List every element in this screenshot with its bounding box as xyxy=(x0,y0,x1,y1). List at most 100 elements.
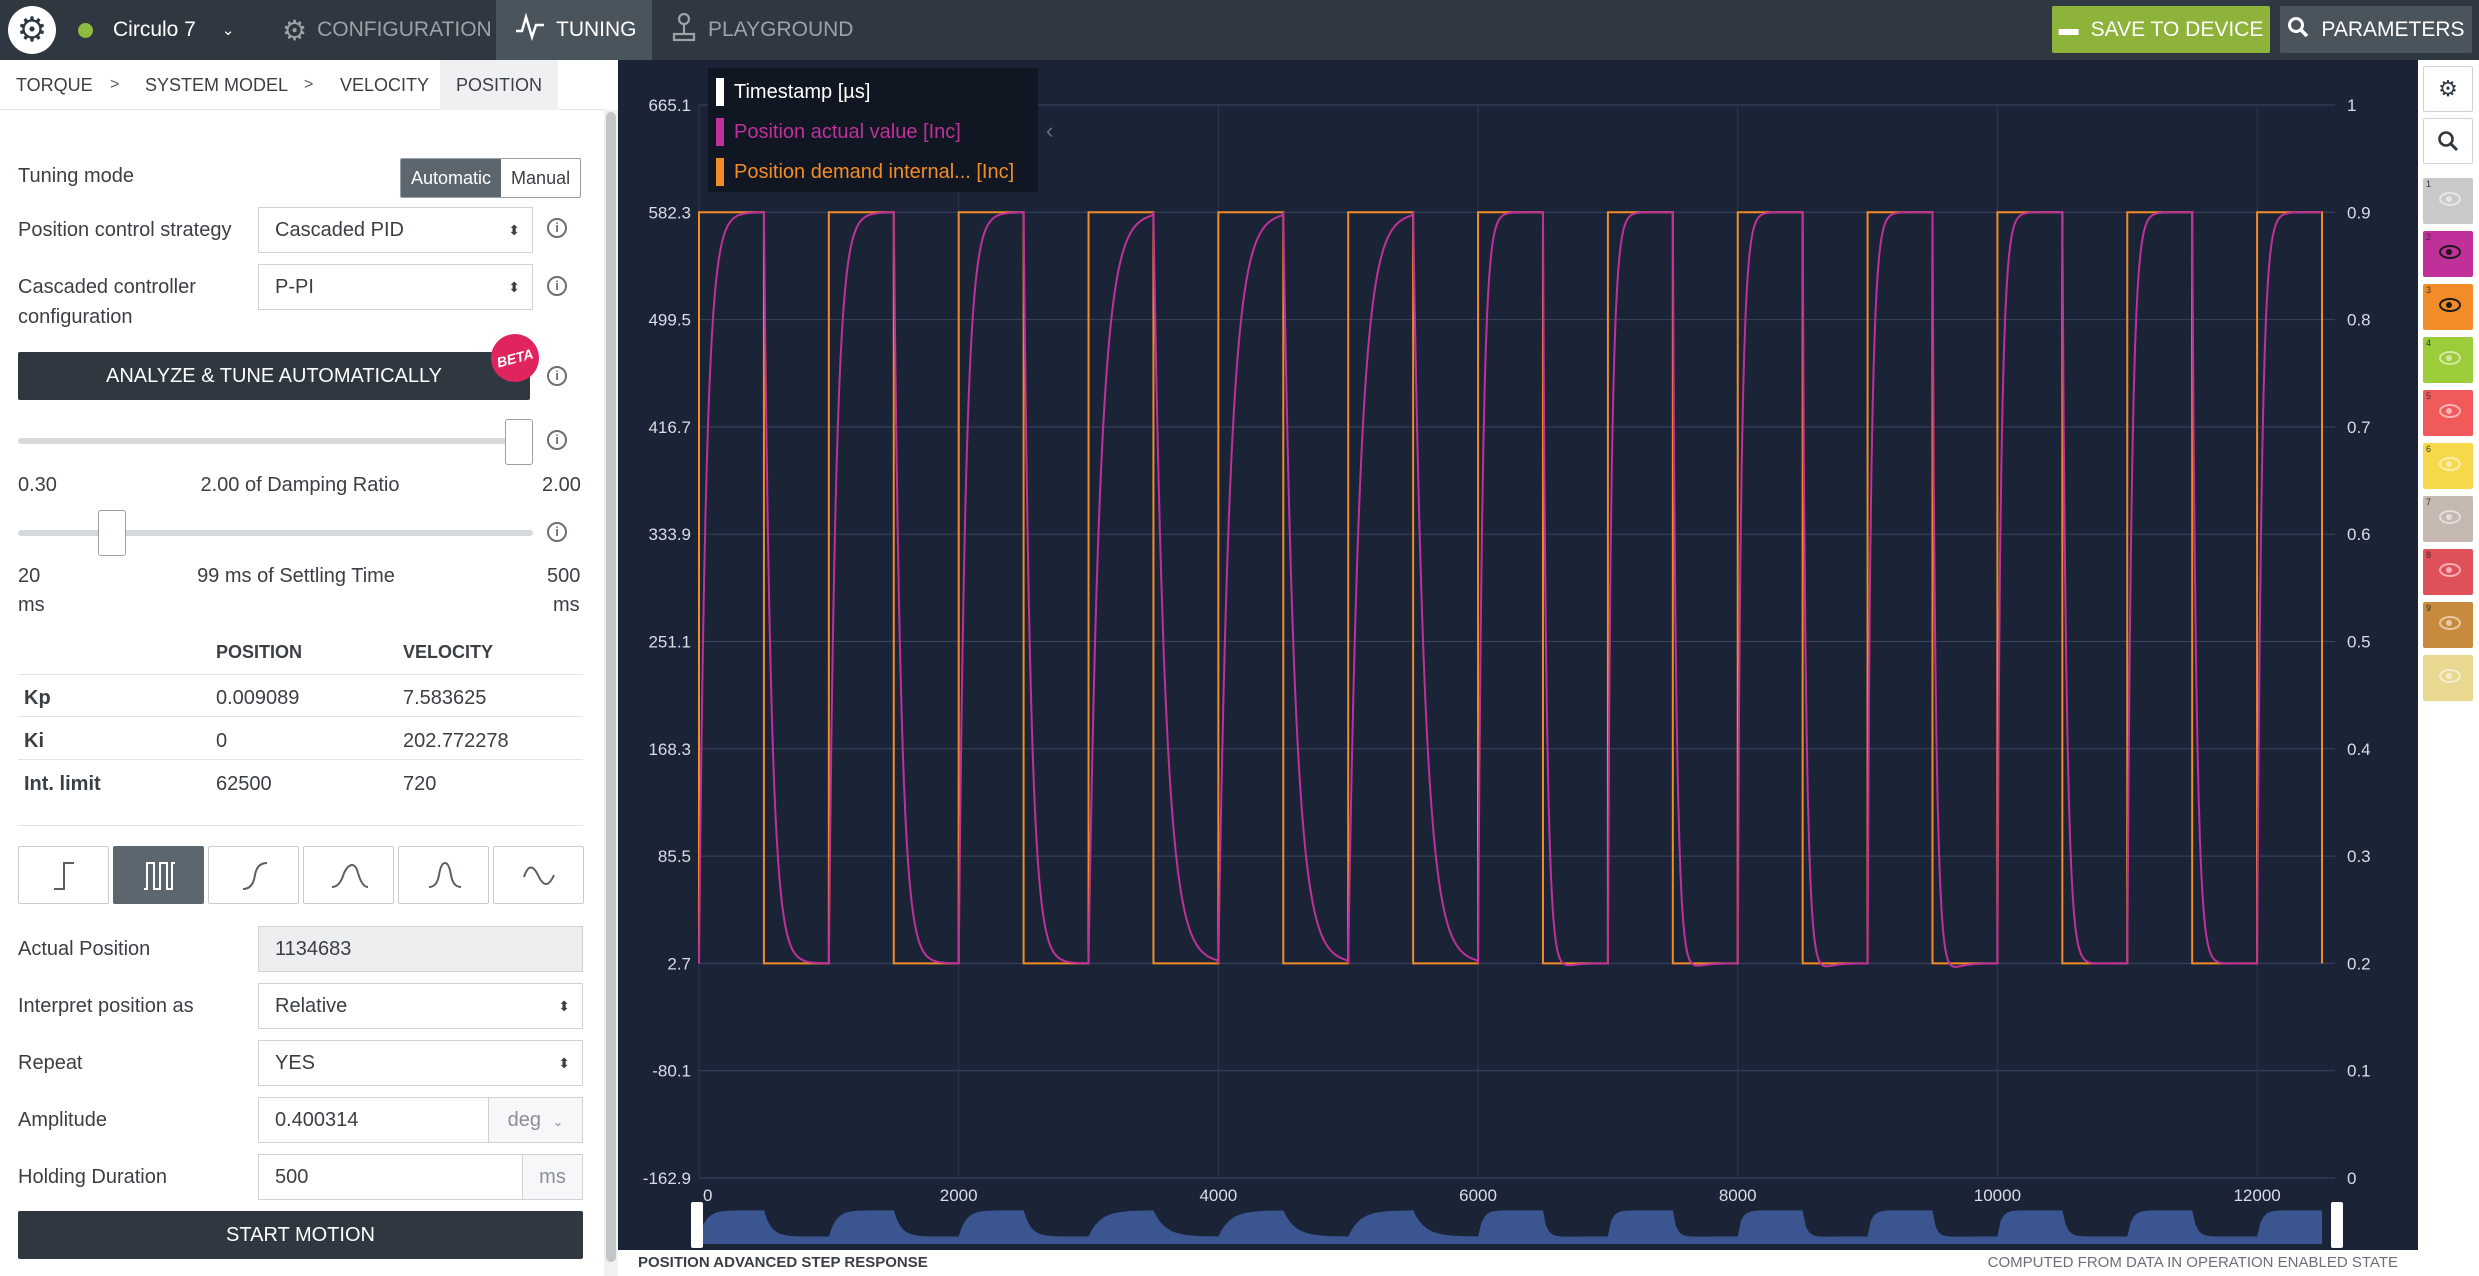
settling-slider-track[interactable] xyxy=(18,530,533,536)
y-right-tick-label: 0 xyxy=(2347,1169,2356,1188)
save-to-device-button[interactable]: ▬ SAVE TO DEVICE xyxy=(2052,6,2270,53)
legend-position-demand[interactable]: Position demand internal... [Inc] xyxy=(708,158,1014,186)
analyze-tune-button[interactable]: ANALYZE & TUNE AUTOMATICALLY xyxy=(18,352,530,400)
channel-2-toggle[interactable]: 2 xyxy=(2423,231,2473,277)
chart-plot[interactable]: 665.1 1 582.3 0.9 499.5 0.8 416.7 0.7 333.9 0.6 25… xyxy=(618,60,2418,1250)
eye-icon xyxy=(2439,457,2461,471)
tab-configuration-label: CONFIGURATION xyxy=(317,18,492,41)
actual-position-series-line[interactable] xyxy=(698,211,2323,968)
cascaded-config-select[interactable]: P-PI ⬍ xyxy=(258,264,533,310)
tuning-mode-label: Tuning mode xyxy=(18,165,134,187)
gains-ki-position: 0 xyxy=(216,730,228,752)
channel-1-toggle[interactable]: 1 xyxy=(2423,178,2473,224)
waveform-ramp-button[interactable] xyxy=(208,846,299,904)
x-tick-label: 8000 xyxy=(1719,1186,1757,1205)
overview-handle-left[interactable] xyxy=(691,1202,703,1248)
legend-position-actual[interactable]: Position actual value [Inc] xyxy=(708,118,961,146)
subtab-velocity[interactable]: VELOCITY xyxy=(340,75,430,95)
eye-icon xyxy=(2439,245,2461,259)
chevron-down-icon: ⌄ xyxy=(552,1114,564,1129)
start-motion-button[interactable]: START MOTION xyxy=(18,1211,583,1259)
search-icon xyxy=(2287,16,2309,44)
waveform-pulse-button[interactable] xyxy=(398,846,489,904)
settling-value-label: 99 ms of Settling Time xyxy=(197,565,395,587)
damping-slider-track[interactable] xyxy=(18,438,533,444)
channel-5-toggle[interactable]: 5 xyxy=(2423,390,2473,436)
legend-position-demand-unit: [Inc] xyxy=(976,160,1015,183)
legend-timestamp-name: Timestamp xyxy=(734,80,833,103)
demand-series-line[interactable] xyxy=(698,211,2324,965)
info-icon[interactable]: i xyxy=(547,218,567,238)
legend-collapse-icon[interactable]: ‹ xyxy=(1046,118,1054,143)
tab-playground[interactable]: PLAYGROUND xyxy=(652,0,853,60)
scrollbar-thumb[interactable] xyxy=(606,112,616,1262)
eye-icon xyxy=(2439,616,2461,630)
app-logo-gear-icon[interactable]: ⚙ xyxy=(8,6,56,54)
subtab-system-model[interactable]: SYSTEM MODEL xyxy=(145,75,289,95)
legend-position-actual-name: Position actual value xyxy=(734,120,918,143)
amplitude-input[interactable]: 0.400314 xyxy=(258,1097,489,1143)
legend-timestamp[interactable]: Timestamp [µs] xyxy=(708,78,870,106)
subtab-torque[interactable]: TORQUE xyxy=(16,75,93,95)
channel-7-toggle[interactable]: 7 xyxy=(2423,496,2473,542)
channel-number: 5 xyxy=(2426,391,2432,401)
damping-slider-thumb[interactable] xyxy=(505,419,533,465)
amplitude-unit-select[interactable]: deg ⌄ xyxy=(489,1097,583,1143)
tab-tuning[interactable]: TUNING xyxy=(496,0,652,60)
step-response-chart[interactable]: 665.1 1 582.3 0.9 499.5 0.8 416.7 0.7 333.9 0.6 25… xyxy=(618,60,2418,1250)
x-tick-label: 10000 xyxy=(1974,1186,2021,1205)
panel-scrollbar[interactable] xyxy=(604,110,618,1276)
info-icon[interactable]: i xyxy=(547,430,567,450)
select-arrows-icon: ⬍ xyxy=(508,279,520,295)
channel-number: 9 xyxy=(2426,603,2432,613)
chart-footer: POSITION ADVANCED STEP RESPONSE COMPUTED… xyxy=(618,1250,2418,1276)
y-right-tick-label: 0.9 xyxy=(2347,203,2371,222)
amplitude-label: Amplitude xyxy=(18,1109,107,1131)
channel-10-toggle[interactable] xyxy=(2423,655,2473,701)
gains-int-limit-velocity: 720 xyxy=(403,773,437,795)
channel-8-toggle[interactable]: 8 xyxy=(2423,549,2473,595)
holding-duration-input[interactable]: 500 xyxy=(258,1154,523,1200)
parameters-button[interactable]: PARAMETERS xyxy=(2280,6,2472,53)
waveform-trapezoid-button[interactable] xyxy=(303,846,394,904)
channel-9-toggle[interactable]: 9 xyxy=(2423,602,2473,648)
info-icon[interactable]: i xyxy=(547,366,567,386)
channel-6-toggle[interactable]: 6 xyxy=(2423,443,2473,489)
settling-slider-thumb[interactable] xyxy=(98,510,127,556)
gains-int-limit-position: 62500 xyxy=(216,773,272,795)
legend-timestamp-unit: [µs] xyxy=(837,80,871,103)
gear-icon: ⚙ xyxy=(282,14,308,46)
waveform-square-button[interactable] xyxy=(113,846,204,904)
cascaded-label-line1: Cascaded controller xyxy=(18,276,196,298)
chart-zoom-search-icon[interactable] xyxy=(2423,118,2473,164)
subtab-position[interactable]: POSITION xyxy=(440,60,559,110)
repeat-value: YES xyxy=(275,1052,316,1074)
tab-configuration[interactable]: ⚙ CONFIGURATION xyxy=(264,0,496,60)
waveform-sine-button[interactable] xyxy=(493,846,584,904)
gains-kp-velocity: 7.583625 xyxy=(403,687,487,709)
waveform-step-button[interactable] xyxy=(18,846,109,904)
info-icon[interactable]: i xyxy=(547,276,567,296)
interpret-value: Relative xyxy=(275,995,348,1017)
tab-tuning-label: TUNING xyxy=(556,18,637,41)
interpret-select[interactable]: Relative ⬍ xyxy=(258,983,583,1029)
info-icon[interactable]: i xyxy=(547,522,567,542)
repeat-select[interactable]: YES ⬍ xyxy=(258,1040,583,1086)
strategy-select[interactable]: Cascaded PID ⬍ xyxy=(258,207,533,253)
settling-min-unit: ms xyxy=(18,594,45,616)
y-left-tick-label: -80.1 xyxy=(652,1062,691,1081)
chart-settings-gear-icon[interactable]: ⚙ xyxy=(2423,66,2473,112)
cascaded-label-line2: configuration xyxy=(18,306,133,328)
overview-handle-right[interactable] xyxy=(2331,1202,2343,1248)
channel-3-toggle[interactable]: 3 xyxy=(2423,284,2473,330)
device-selector[interactable]: Circulo 7 ⌄ xyxy=(78,0,234,60)
settling-max-unit: ms xyxy=(553,594,580,616)
channel-4-toggle[interactable]: 4 xyxy=(2423,337,2473,383)
pulse-icon xyxy=(514,12,546,48)
damping-max: 2.00 xyxy=(542,474,581,496)
tuning-mode-manual[interactable]: Manual xyxy=(511,168,571,188)
gains-header-velocity: VELOCITY xyxy=(403,642,494,662)
y-right-tick-label: 0.1 xyxy=(2347,1062,2371,1081)
tuning-mode-automatic[interactable]: Automatic xyxy=(401,159,502,197)
channel-number: 8 xyxy=(2426,550,2432,560)
